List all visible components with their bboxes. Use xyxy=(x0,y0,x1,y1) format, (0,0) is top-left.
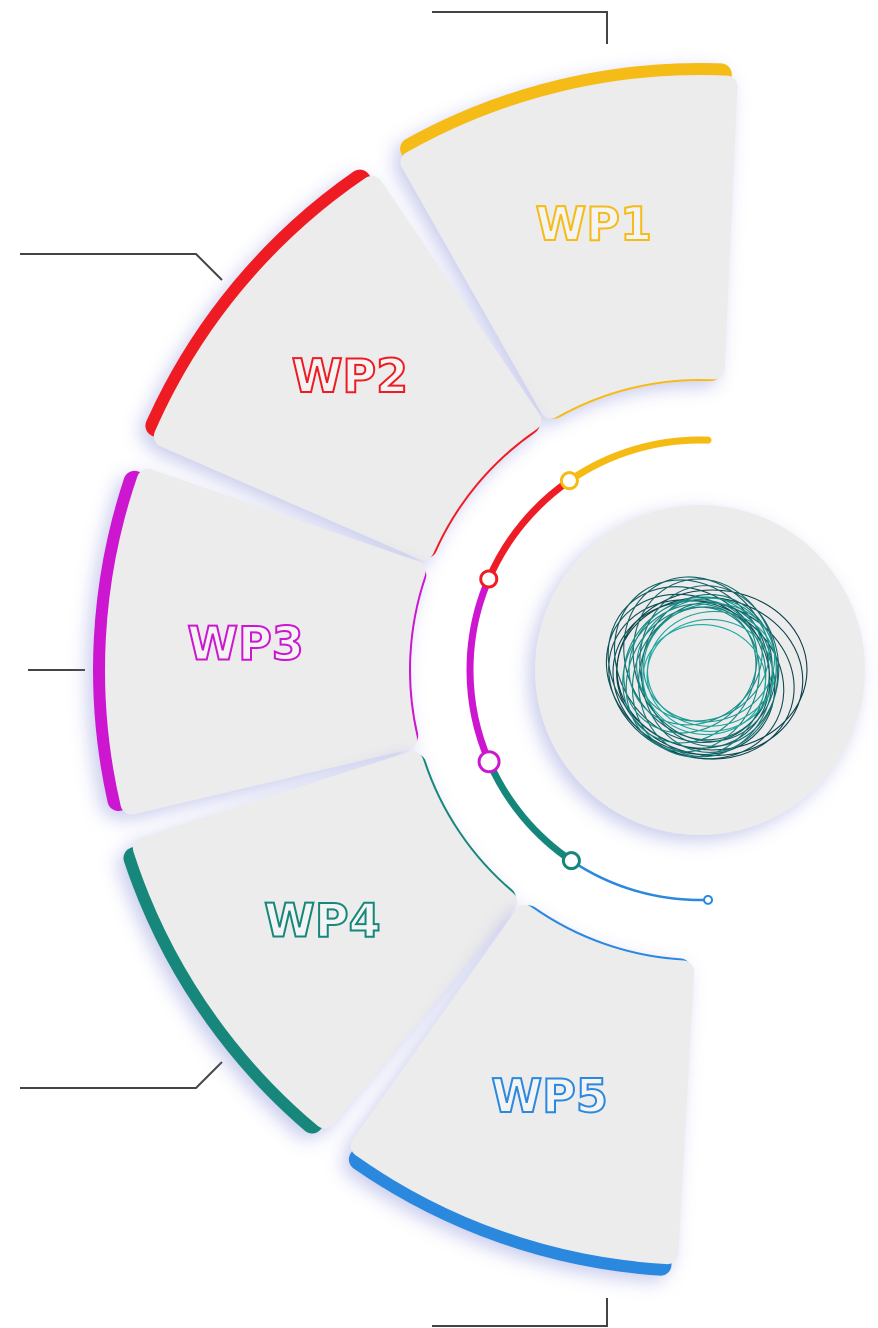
ring-node xyxy=(703,894,714,905)
ring-arc xyxy=(485,477,573,583)
ring-node xyxy=(561,851,581,871)
ring-arc xyxy=(565,436,712,485)
ring-arc xyxy=(570,859,710,902)
spiral-ring xyxy=(643,602,776,723)
segment: WP2 xyxy=(145,169,542,561)
segment-body xyxy=(350,905,695,1265)
segment-label: WP3 xyxy=(187,616,303,670)
spiral-ring xyxy=(646,610,777,727)
segment-label: WP2 xyxy=(292,349,408,403)
segment-label: WP4 xyxy=(264,893,380,947)
ring-node xyxy=(479,569,499,589)
spiral-ring xyxy=(642,624,767,736)
segment: WP5 xyxy=(348,905,695,1276)
segment-label: WP5 xyxy=(491,1069,607,1123)
spiral-ring xyxy=(628,596,763,726)
segment: WP4 xyxy=(123,751,517,1134)
center-disc xyxy=(535,505,865,835)
spiral-logo xyxy=(605,576,808,760)
ring-node xyxy=(477,750,501,774)
connector xyxy=(432,1298,608,1327)
connector xyxy=(20,253,223,281)
spiral-ring xyxy=(646,618,774,732)
segment-label: WP1 xyxy=(536,197,652,251)
segment-body xyxy=(153,175,542,561)
segment-body xyxy=(105,468,426,815)
segment-body xyxy=(132,751,517,1129)
segment-body xyxy=(400,75,738,419)
segments: WP1 WP2 WP3 WP4 WP5 xyxy=(93,63,738,1276)
timeline-ring xyxy=(466,436,714,905)
spiral-ring xyxy=(641,593,779,753)
spiral-ring xyxy=(632,578,777,742)
segment: WP3 xyxy=(93,468,427,815)
spiral-ring xyxy=(636,597,770,722)
segment: WP1 xyxy=(400,63,738,419)
connector xyxy=(432,11,608,44)
ring-arc xyxy=(485,758,575,865)
connector xyxy=(20,1061,223,1089)
ring-node xyxy=(559,471,579,491)
spiral-ring xyxy=(639,585,780,747)
spiral-ring xyxy=(625,606,760,753)
ring-arc xyxy=(466,575,493,766)
connectors xyxy=(20,11,608,1327)
